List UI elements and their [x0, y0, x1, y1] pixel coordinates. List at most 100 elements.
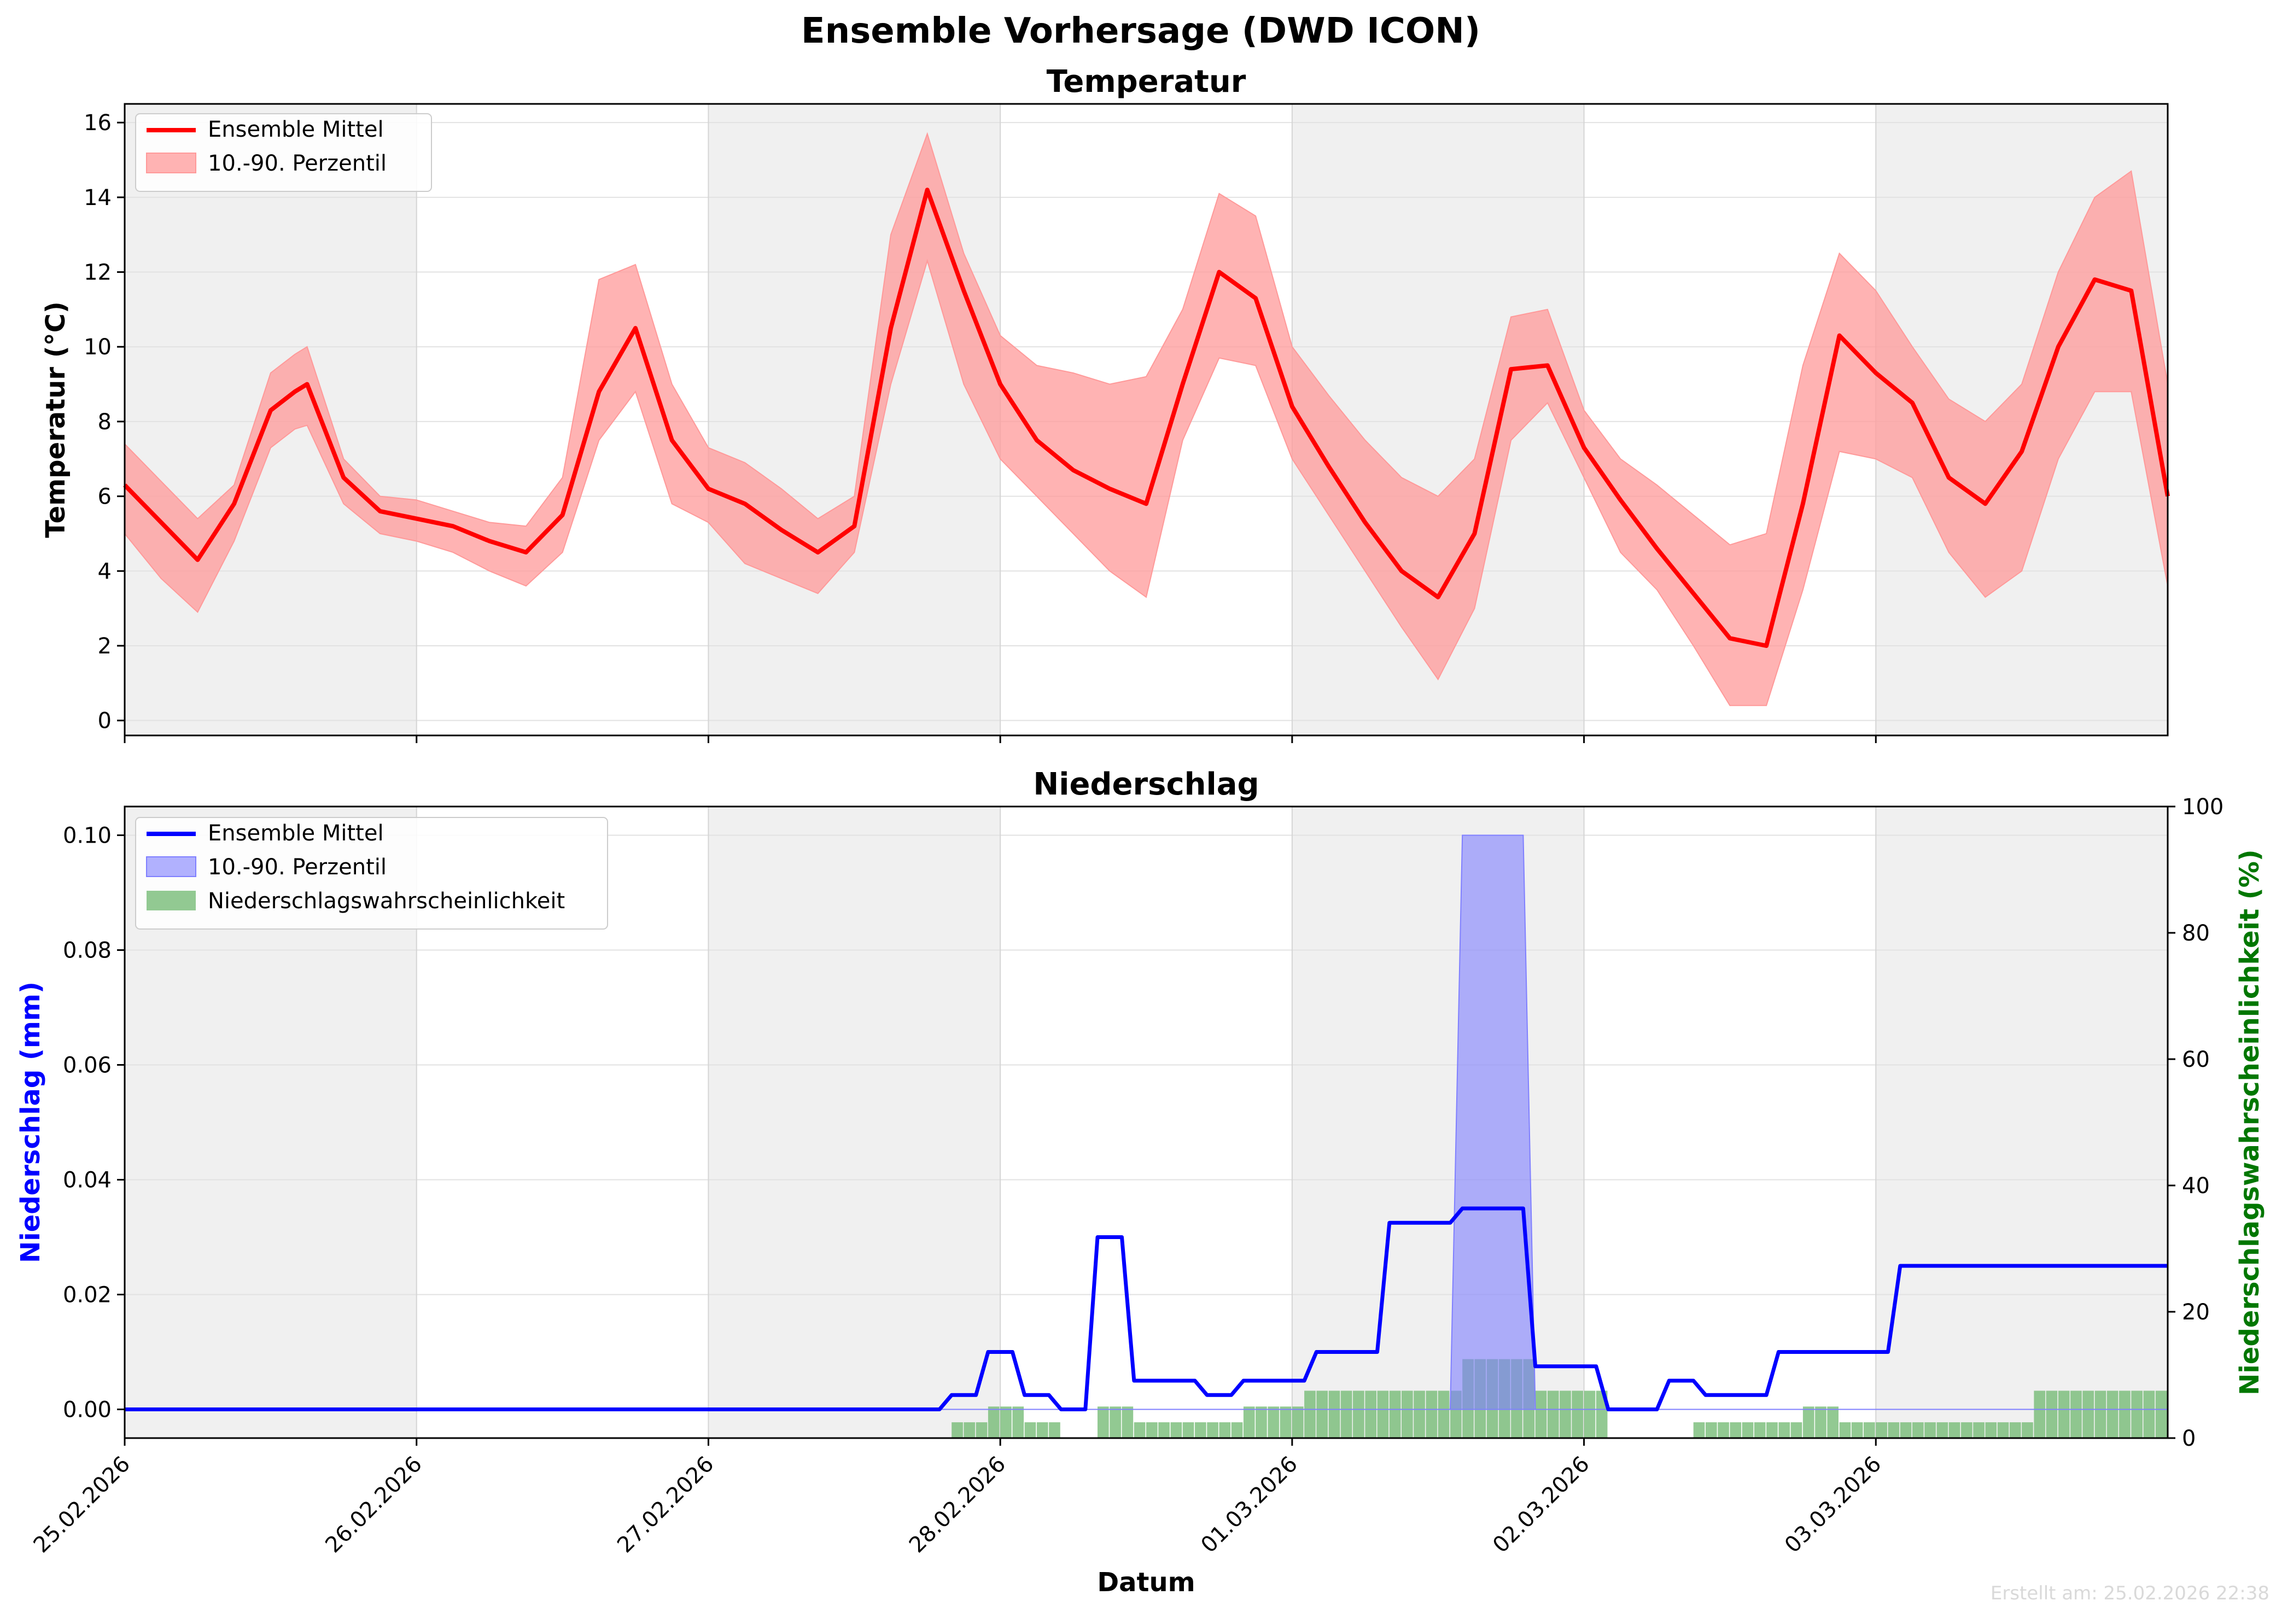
probability-bar — [1718, 1422, 1729, 1438]
y-tick-label: 14 — [84, 185, 112, 211]
probability-bar — [2106, 1391, 2118, 1438]
probability-bar — [2094, 1391, 2106, 1438]
probability-bar — [1426, 1391, 1438, 1438]
probability-bar — [1316, 1391, 1328, 1438]
probability-bar — [1231, 1422, 1243, 1438]
probability-bar — [1730, 1422, 1742, 1438]
probability-bar — [1098, 1406, 1109, 1439]
y-tick-label: 2 — [98, 634, 112, 659]
probability-bar — [1377, 1391, 1389, 1438]
y2-tick-label: 40 — [2182, 1173, 2210, 1199]
x-tick-label: 25.02.2026 — [29, 1452, 135, 1558]
probability-bar — [2058, 1391, 2070, 1438]
probability-bar — [976, 1422, 988, 1438]
probability-bar — [1973, 1422, 1985, 1438]
probability-bar — [1146, 1422, 1158, 1438]
probability-bar — [1049, 1422, 1060, 1438]
y-tick-label: 0.06 — [63, 1053, 112, 1078]
y-tick-label: 10 — [84, 335, 112, 360]
probability-bar — [1851, 1422, 1863, 1438]
probability-bar — [1256, 1406, 1267, 1439]
probability-bar — [1572, 1391, 1583, 1438]
probability-bar — [1888, 1422, 1900, 1438]
x-tick-label: 28.02.2026 — [904, 1452, 1011, 1558]
probability-bar — [1584, 1391, 1596, 1438]
probability-bar — [1742, 1422, 1754, 1438]
probability-bar — [1815, 1406, 1826, 1439]
probability-bar — [1195, 1422, 1206, 1438]
probability-bar — [2070, 1391, 2082, 1438]
probability-bar — [1961, 1422, 1972, 1438]
probability-bar — [2046, 1391, 2058, 1438]
day-shade — [708, 807, 1001, 1438]
probability-bar — [1280, 1406, 1292, 1439]
probability-bar — [2131, 1391, 2143, 1438]
probability-bar — [1438, 1391, 1450, 1438]
y2-tick-label: 60 — [2182, 1047, 2210, 1072]
probability-bar — [1560, 1391, 1571, 1438]
y2-tick-label: 80 — [2182, 921, 2210, 946]
probability-bar — [988, 1406, 1000, 1439]
footer-timestamp: Erstellt am: 25.02.2026 22:38 — [1991, 1582, 2269, 1604]
probability-bar — [952, 1422, 963, 1438]
probability-bar — [1340, 1391, 1352, 1438]
legend-frame — [135, 817, 608, 930]
y-tick-label: 0.08 — [63, 938, 112, 963]
legend-label: Ensemble Mittel — [208, 821, 384, 846]
y-tick-label: 4 — [98, 559, 112, 584]
probability-bar — [1024, 1422, 1036, 1438]
probability-bar — [1036, 1422, 1048, 1438]
probability-bar — [964, 1422, 976, 1438]
legend-label: Ensemble Mittel — [208, 117, 384, 142]
probability-bar — [1839, 1422, 1851, 1438]
temperature-panel: 0 2 4 6 8 10 12 14 16 Temperatur Temperatur (°C)… — [40, 64, 2170, 743]
panel-title: Niederschlag — [1033, 767, 1259, 802]
y-tick-label: 6 — [98, 484, 112, 510]
legend: Ensemble Mittel 10.-90. Perzentil — [135, 113, 432, 192]
probability-bar — [1170, 1422, 1182, 1438]
probability-bar — [1802, 1406, 1814, 1439]
y-tick-label: 0 — [98, 709, 112, 734]
probability-bar — [2155, 1391, 2167, 1438]
probability-bar — [1864, 1422, 1875, 1438]
y-tick-label: 0.04 — [63, 1168, 112, 1193]
x-tick-label: 01.03.2026 — [1196, 1452, 1302, 1558]
probability-bar — [1900, 1422, 1912, 1438]
y2-tick-label: 20 — [2182, 1300, 2210, 1325]
y-axis-label: Niederschlag (mm) — [15, 982, 46, 1263]
x-tick-label: 26.02.2026 — [320, 1452, 427, 1558]
probability-bar — [1158, 1422, 1170, 1438]
y-ticks-left: 0.00 0.02 0.04 0.06 0.08 0.10 — [63, 823, 125, 1423]
y-tick-label: 0.00 — [63, 1398, 112, 1423]
probability-bar — [1827, 1406, 1839, 1439]
probability-bar — [1547, 1391, 1559, 1438]
x-tick-label: 02.03.2026 — [1488, 1452, 1594, 1558]
probability-bar — [1243, 1406, 1255, 1439]
panel-title: Temperatur — [1047, 64, 1246, 100]
precipitation-panel: 0.00 0.02 0.04 0.06 0.08 0.10 0 20 40 60 80 100 25… — [15, 767, 2265, 1598]
probability-bar — [1790, 1422, 1802, 1438]
x-tick-label: 03.03.2026 — [1780, 1452, 1886, 1558]
probability-bar — [1535, 1391, 1547, 1438]
probability-bar — [1292, 1406, 1304, 1439]
y-tick-label: 12 — [84, 260, 112, 285]
probability-bar — [1876, 1422, 1887, 1438]
legend-swatch — [147, 891, 196, 910]
x-ticks — [124, 735, 1877, 743]
probability-bar — [2143, 1391, 2155, 1438]
plot-frame — [124, 805, 2169, 1439]
probability-bar — [2034, 1391, 2046, 1438]
legend-swatch — [146, 153, 196, 173]
probability-bar — [1328, 1391, 1340, 1438]
probability-bar — [1000, 1406, 1012, 1439]
probability-bar — [1402, 1391, 1413, 1438]
temperature-percentile-band — [124, 132, 2168, 706]
probability-bar — [1110, 1406, 1121, 1439]
probability-bar — [1365, 1391, 1376, 1438]
probability-bar — [2009, 1422, 2021, 1438]
probability-bar — [2022, 1422, 2033, 1438]
legend-label: 10.-90. Perzentil — [208, 151, 387, 176]
probability-bar — [2119, 1391, 2131, 1438]
y-tick-label: 0.10 — [63, 823, 112, 849]
probability-bar — [1182, 1422, 1194, 1438]
